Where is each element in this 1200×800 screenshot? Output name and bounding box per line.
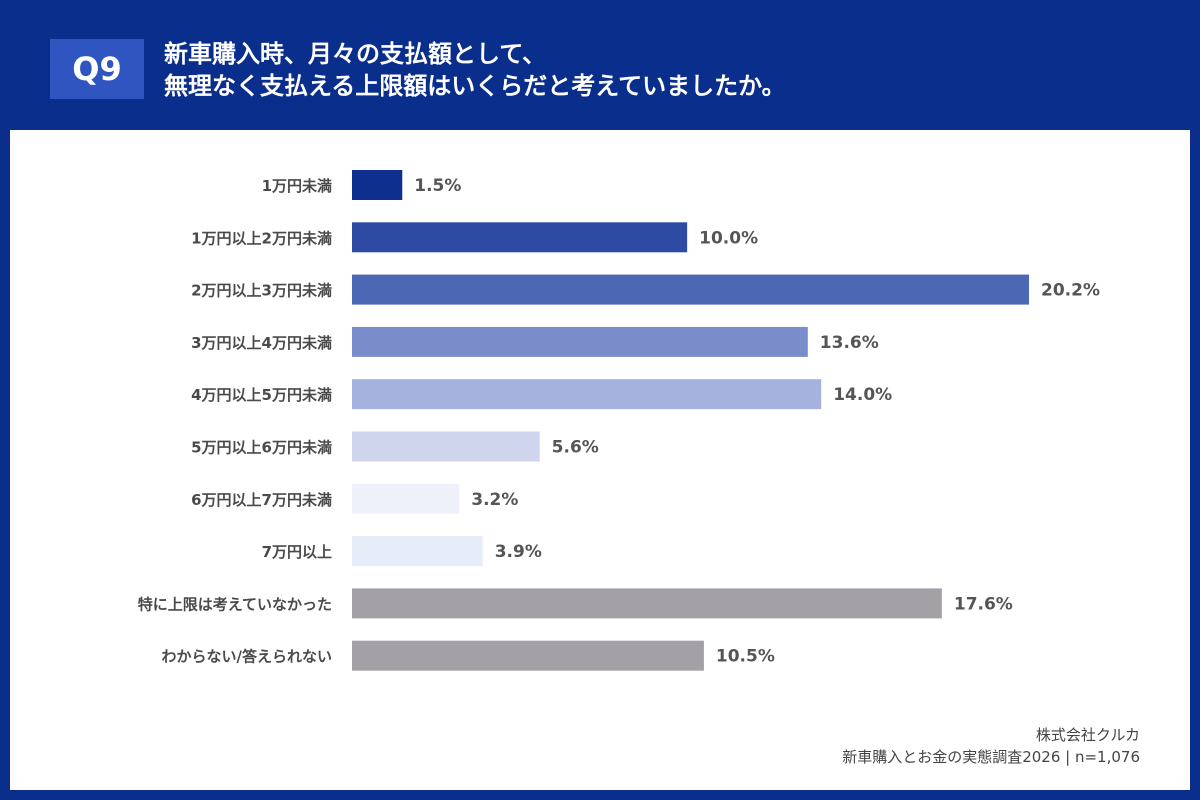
bar bbox=[352, 536, 483, 567]
value-label: 3.2% bbox=[471, 490, 518, 510]
page-title: 新車購入時、月々の支払額として、 無理なく支払える上限額はいくらだと考えていまし… bbox=[164, 38, 1164, 102]
category-label: 5万円以上6万円未満 bbox=[191, 439, 332, 457]
value-label: 13.6% bbox=[820, 333, 879, 353]
bar-chart: 1万円未満 1.5% 1万円以上2万円未満 10.0% 2万円以上3万円未満 20.2% 3… bbox=[138, 170, 1100, 671]
bar bbox=[352, 326, 808, 357]
value-label: 20.2% bbox=[1041, 281, 1100, 301]
value-label: 3.9% bbox=[495, 542, 542, 562]
bar bbox=[352, 588, 942, 619]
title-line-2: 無理なく支払える上限額はいくらだと考えていましたか。 bbox=[164, 72, 786, 100]
category-label: わからない/答えられない bbox=[162, 648, 332, 666]
bar bbox=[352, 431, 540, 462]
bar bbox=[352, 483, 460, 514]
category-label: 3万円以上4万円未満 bbox=[191, 334, 332, 352]
value-label: 14.0% bbox=[833, 385, 892, 405]
category-label: 7万円以上 bbox=[262, 543, 332, 561]
footer-company: 株式会社クルカ bbox=[1035, 726, 1140, 744]
bar bbox=[352, 640, 704, 671]
bar bbox=[352, 170, 403, 200]
value-label: 5.6% bbox=[552, 438, 599, 458]
category-label: 6万円以上7万円未満 bbox=[191, 491, 332, 509]
category-label: 1万円以上2万円未満 bbox=[191, 229, 332, 247]
title-line-1: 新車購入時、月々の支払額として、 bbox=[164, 40, 547, 68]
value-label: 17.6% bbox=[954, 594, 1013, 614]
bar bbox=[352, 274, 1029, 305]
bar bbox=[352, 222, 688, 253]
footer-source: 新車購入とお金の実態調査2026 | n=1,076 bbox=[842, 748, 1140, 766]
value-label: 1.5% bbox=[414, 176, 461, 196]
footer: 株式会社クルカ 新車購入とお金の実態調査2026 | n=1,076 bbox=[842, 724, 1140, 768]
value-label: 10.5% bbox=[716, 647, 775, 667]
category-label: 4万円以上5万円未満 bbox=[191, 386, 332, 404]
category-label: 2万円以上3万円未満 bbox=[191, 282, 332, 300]
category-label: 特に上限は考えていなかった bbox=[138, 595, 332, 613]
category-label: 1万円未満 bbox=[262, 177, 332, 195]
question-badge: Q9 bbox=[50, 39, 144, 99]
bar bbox=[352, 379, 822, 410]
value-label: 10.0% bbox=[699, 228, 758, 248]
chart-panel: 1万円未満 1.5% 1万円以上2万円未満 10.0% 2万円以上3万円未満 20.2% 3… bbox=[10, 130, 1190, 790]
